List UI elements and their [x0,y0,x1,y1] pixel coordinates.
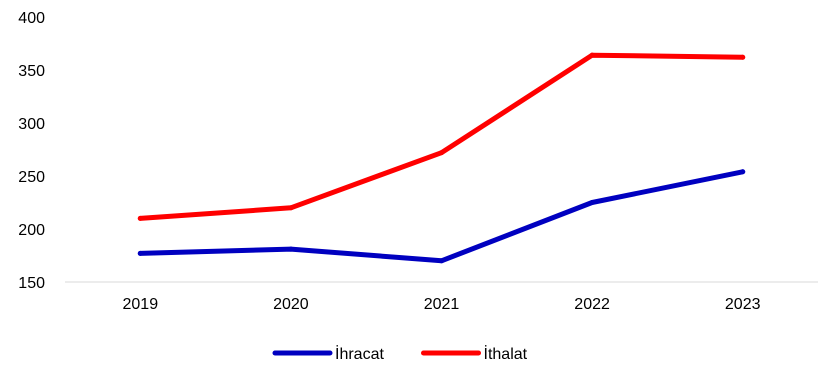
data-point [439,258,444,264]
y-axis-tick-labels: 150 200 250 300 350 400 [18,10,45,292]
y-tick-label: 300 [18,116,45,133]
data-point [288,246,294,252]
data-point [740,169,746,175]
x-tick-label: 2021 [424,296,460,313]
y-tick-label: 200 [18,222,45,239]
y-tick-label: 400 [18,10,45,27]
y-tick-label: 350 [18,63,45,80]
data-point [740,54,746,60]
series-lines [137,52,746,264]
series-line-2 [137,52,746,221]
data-point [137,250,143,256]
legend: İhracat İthalat [272,344,528,363]
x-tick-label: 2020 [273,296,309,313]
x-tick-label: 2022 [574,296,610,313]
data-point [137,215,143,221]
data-point [589,200,595,205]
data-point [439,150,444,156]
x-tick-label: 2019 [123,296,159,313]
y-tick-label: 250 [18,169,45,186]
data-point [288,205,294,211]
y-tick-label: 150 [18,275,45,292]
x-tick-label: 2023 [725,296,761,313]
data-point [589,52,595,58]
series-line-1 [137,169,746,264]
x-axis-tick-labels: 2019 2020 2021 2022 2023 [123,296,761,313]
legend-label: İhracat [335,344,384,363]
legend-label: İthalat [484,344,528,363]
